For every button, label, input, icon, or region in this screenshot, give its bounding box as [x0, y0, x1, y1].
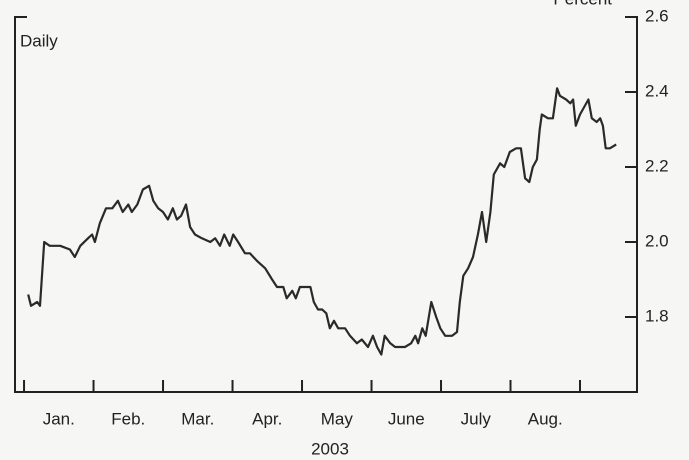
- unit-label: Percent: [553, 0, 612, 8]
- x-tick-label: Apr.: [252, 409, 282, 428]
- data-line: [27, 87, 617, 356]
- x-tick-label: Jan.: [43, 409, 75, 428]
- x-tick-label: Feb.: [111, 409, 145, 428]
- y-tick-label: 2.0: [645, 231, 669, 250]
- y-tick-label: 2.2: [645, 156, 669, 175]
- x-tick-label: Mar.: [181, 409, 214, 428]
- y-tick-label: 2.4: [645, 81, 669, 100]
- x-tick-label: May: [321, 409, 354, 428]
- x-tick-label: June: [388, 409, 425, 428]
- x-axis-label: 2003: [311, 439, 349, 458]
- x-tick-label: July: [461, 409, 492, 428]
- y-tick-label: 2.6: [645, 6, 669, 25]
- x-tick-label: Aug.: [528, 409, 563, 428]
- y-tick-label: 1.8: [645, 306, 669, 325]
- annotation: Daily: [20, 31, 58, 50]
- plot-frame: [14, 16, 638, 393]
